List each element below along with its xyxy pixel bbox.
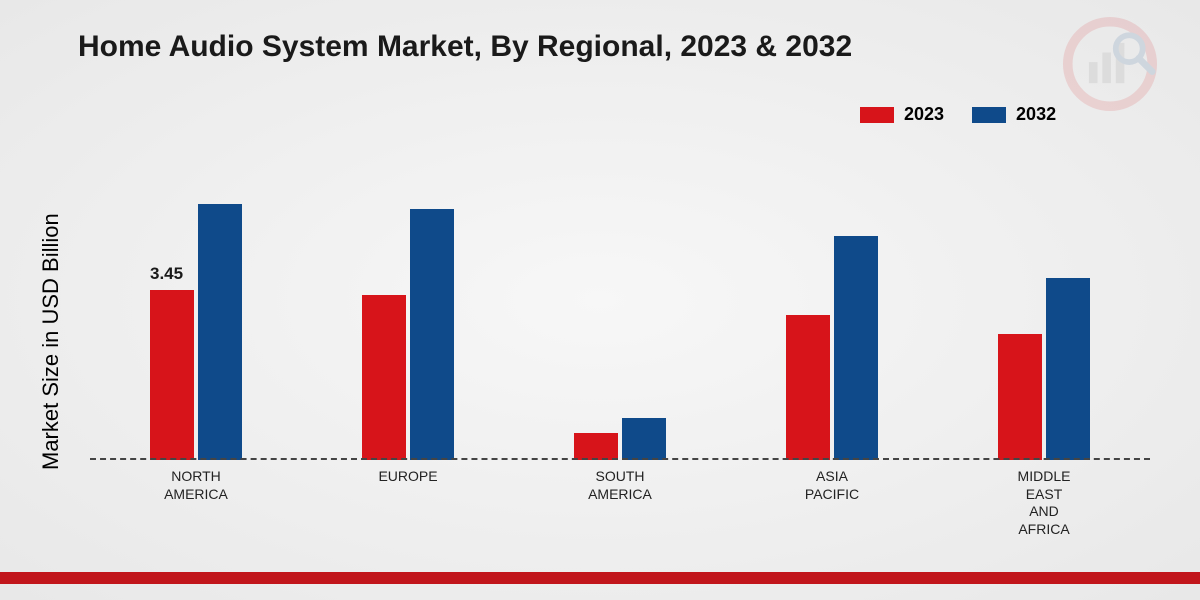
bar bbox=[410, 209, 454, 460]
watermark-logo bbox=[1062, 16, 1158, 117]
legend-item-2032: 2032 bbox=[972, 104, 1056, 125]
bar bbox=[786, 315, 830, 460]
bar-value-label: 3.45 bbox=[150, 264, 183, 284]
legend-swatch-2023 bbox=[860, 107, 894, 123]
x-axis-baseline bbox=[90, 458, 1150, 460]
legend-swatch-2032 bbox=[972, 107, 1006, 123]
chart-legend: 2023 2032 bbox=[860, 104, 1056, 125]
bar bbox=[834, 236, 878, 460]
logo-svg bbox=[1062, 16, 1158, 112]
bar bbox=[622, 418, 666, 460]
footer-accent-bar bbox=[0, 572, 1200, 584]
bar bbox=[198, 204, 242, 460]
x-axis-label: SOUTH AMERICA bbox=[550, 468, 690, 538]
bar-groups: 3.45 bbox=[90, 140, 1150, 460]
x-axis-label: MIDDLE EAST AND AFRICA bbox=[974, 468, 1114, 538]
x-axis-label: ASIA PACIFIC bbox=[762, 468, 902, 538]
bar-group bbox=[998, 278, 1090, 460]
bar bbox=[574, 433, 618, 460]
legend-label-2023: 2023 bbox=[904, 104, 944, 125]
chart-area: 3.45 bbox=[90, 140, 1150, 460]
y-axis-label: Market Size in USD Billion bbox=[38, 213, 64, 470]
x-axis-label: EUROPE bbox=[338, 468, 478, 538]
legend-item-2023: 2023 bbox=[860, 104, 944, 125]
bar bbox=[1046, 278, 1090, 460]
bar-group bbox=[574, 418, 666, 460]
bar bbox=[998, 334, 1042, 460]
bar bbox=[362, 295, 406, 460]
bar-group bbox=[362, 209, 454, 460]
legend-label-2032: 2032 bbox=[1016, 104, 1056, 125]
bar-group bbox=[786, 236, 878, 460]
bar-group: 3.45 bbox=[150, 204, 242, 460]
x-axis-label: NORTH AMERICA bbox=[126, 468, 266, 538]
bar bbox=[150, 290, 194, 460]
page-title: Home Audio System Market, By Regional, 2… bbox=[78, 30, 852, 64]
x-axis-labels: NORTH AMERICA EUROPE SOUTH AMERICA ASIA PAC… bbox=[90, 468, 1150, 538]
